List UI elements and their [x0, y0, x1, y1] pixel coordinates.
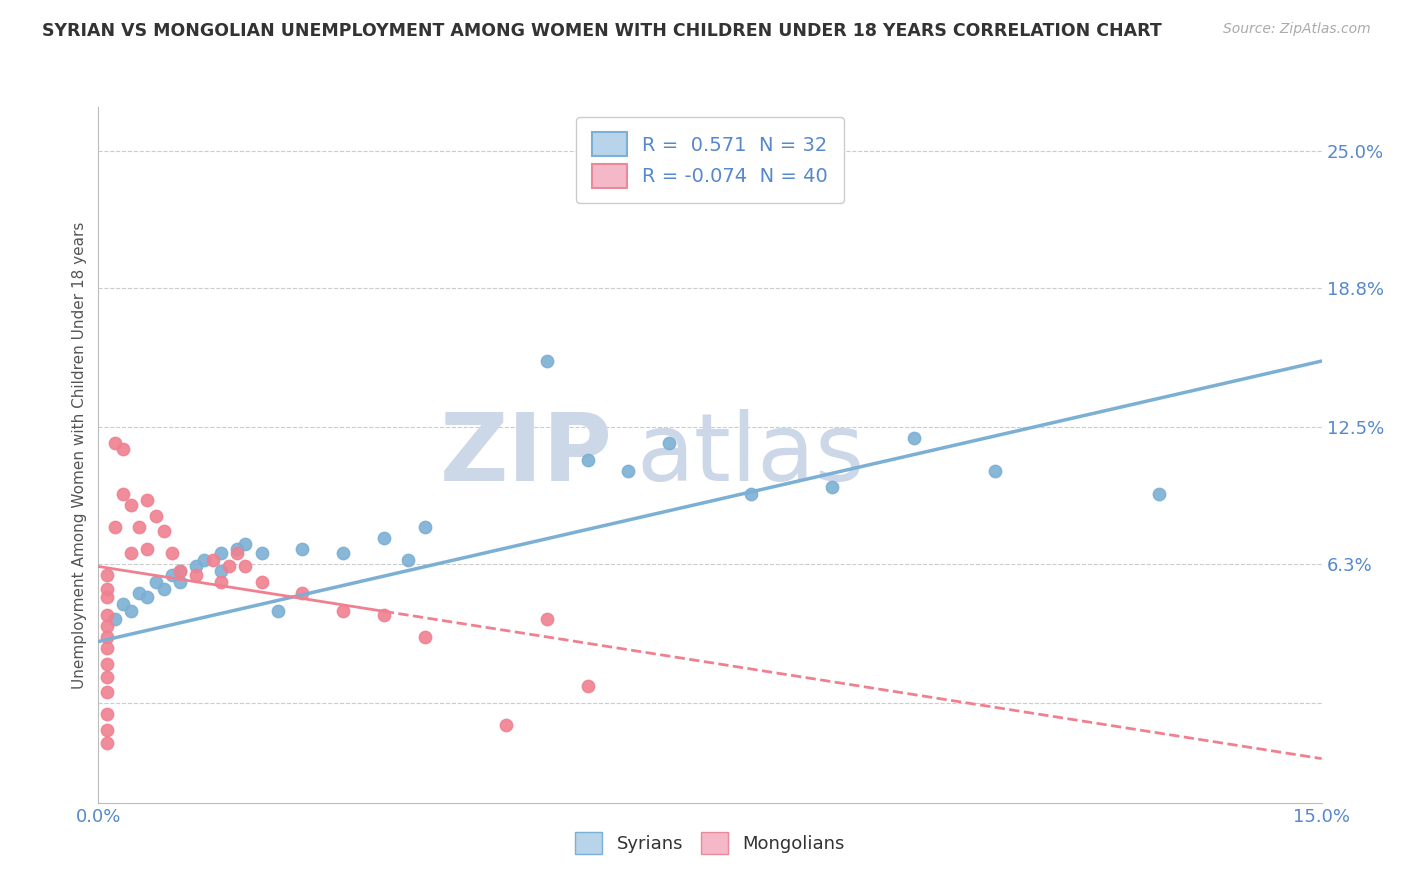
Point: [186, 559, 208, 574]
Point: [96, 641, 118, 656]
Point: [233, 559, 256, 574]
Point: [160, 546, 183, 560]
Point: [136, 493, 159, 508]
Point: [96, 591, 118, 605]
Point: [96, 670, 118, 684]
Text: atlas: atlas: [637, 409, 865, 501]
Point: [120, 498, 142, 512]
Point: [617, 465, 640, 479]
Point: [201, 553, 224, 567]
Point: [233, 537, 256, 551]
Text: SYRIAN VS MONGOLIAN UNEMPLOYMENT AMONG WOMEN WITH CHILDREN UNDER 18 YEARS CORREL: SYRIAN VS MONGOLIAN UNEMPLOYMENT AMONG W…: [42, 22, 1161, 40]
Point: [128, 519, 150, 533]
Point: [96, 608, 118, 623]
Point: [209, 574, 232, 589]
Point: [396, 553, 419, 567]
Y-axis label: Unemployment Among Women with Children Under 18 years: Unemployment Among Women with Children U…: [72, 221, 87, 689]
Point: [576, 679, 599, 693]
Point: [96, 685, 118, 699]
Point: [111, 486, 134, 500]
Point: [821, 480, 844, 494]
Point: [536, 354, 558, 368]
Point: [332, 546, 354, 560]
Point: [226, 546, 249, 560]
Point: [120, 546, 142, 560]
Point: [111, 597, 134, 611]
Point: [740, 486, 762, 500]
Point: [193, 553, 215, 567]
Point: [104, 519, 127, 533]
Point: [96, 582, 118, 596]
Point: [104, 435, 127, 450]
Point: [984, 465, 1007, 479]
Point: [152, 582, 174, 596]
Point: [576, 453, 599, 467]
Point: [96, 568, 118, 582]
Point: [96, 630, 118, 644]
Point: [152, 524, 174, 538]
Point: [96, 707, 118, 722]
Point: [226, 541, 249, 556]
Point: [373, 608, 395, 623]
Point: [267, 604, 290, 618]
Point: [169, 564, 191, 578]
Point: [209, 564, 232, 578]
Point: [145, 508, 167, 523]
Point: [120, 604, 142, 618]
Point: [96, 657, 118, 671]
Point: [136, 591, 159, 605]
Point: [1147, 486, 1170, 500]
Point: [373, 531, 395, 545]
Point: [903, 431, 925, 445]
Point: [145, 574, 167, 589]
Point: [104, 612, 127, 626]
Point: [186, 568, 208, 582]
Point: [169, 564, 191, 578]
Point: [658, 435, 681, 450]
Point: [209, 546, 232, 560]
Point: [96, 723, 118, 737]
Point: [495, 718, 517, 732]
Point: [291, 586, 314, 600]
Point: [250, 574, 273, 589]
Point: [413, 630, 436, 644]
Point: [536, 612, 558, 626]
Point: [250, 546, 273, 560]
Point: [128, 586, 150, 600]
Point: [136, 541, 159, 556]
Point: [96, 736, 118, 750]
Point: [332, 604, 354, 618]
Point: [160, 568, 183, 582]
Point: [111, 442, 134, 457]
Point: [291, 541, 314, 556]
Text: Source: ZipAtlas.com: Source: ZipAtlas.com: [1223, 22, 1371, 37]
Point: [413, 519, 436, 533]
Point: [169, 574, 191, 589]
Point: [218, 559, 240, 574]
Text: ZIP: ZIP: [439, 409, 612, 501]
Point: [96, 619, 118, 633]
Legend: Syrians, Mongolians: Syrians, Mongolians: [567, 823, 853, 863]
